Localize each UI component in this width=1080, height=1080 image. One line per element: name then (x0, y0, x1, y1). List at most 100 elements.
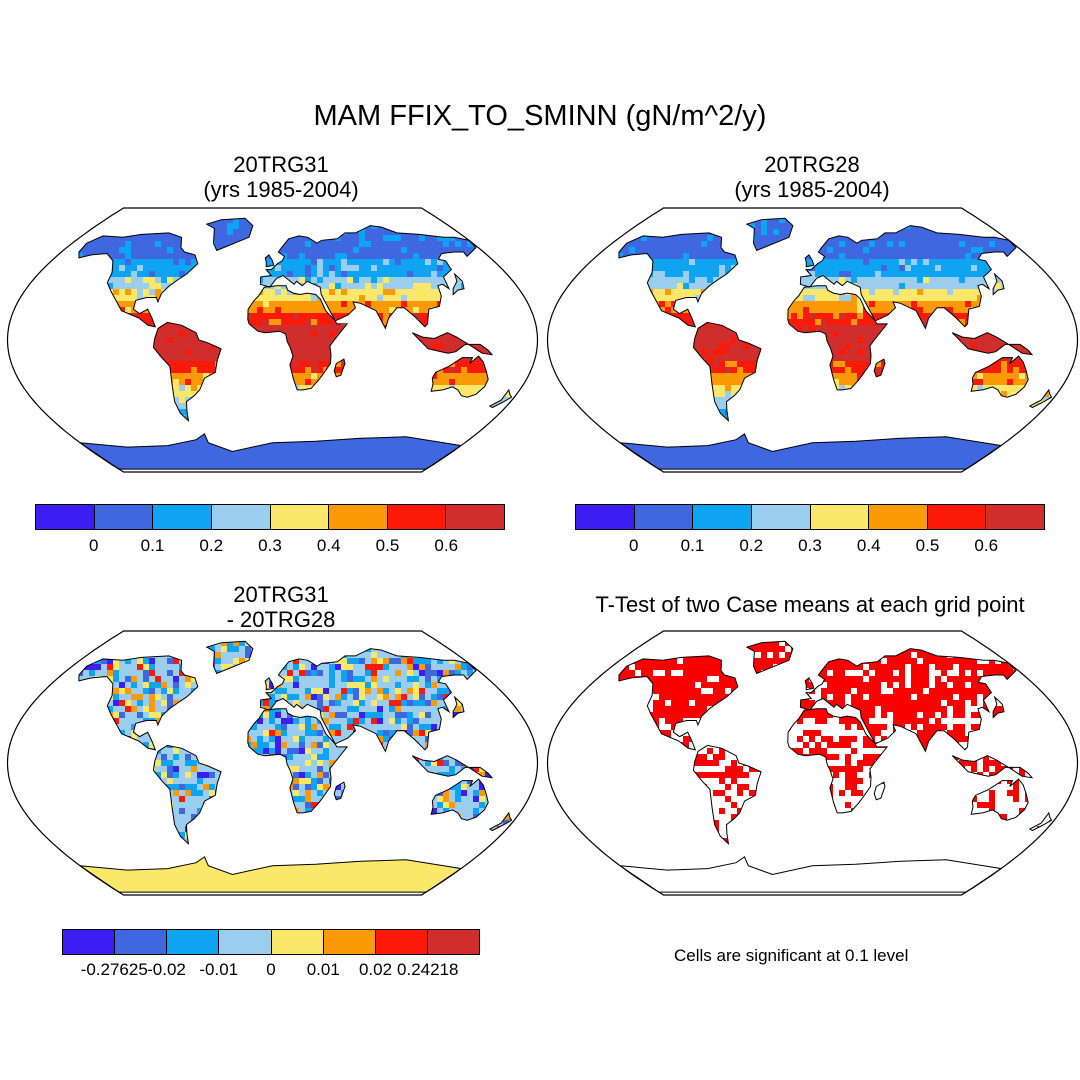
colorbar-tick-label: -0.02 (147, 960, 186, 979)
coastline-southAmerica (152, 321, 222, 423)
main-title: MAM FFIX_TO_SMINN (gN/m^2/y) (313, 100, 767, 132)
colorbar-tick-label: 0 (89, 536, 99, 555)
coastline-indonesia (411, 755, 494, 779)
panel-title-4: T-Test of two Case means at each grid po… (560, 592, 1060, 617)
colorbar-swatch-4 (271, 930, 324, 954)
colorbar-tick-label: 0 (266, 960, 276, 979)
colorbar-swatch-0 (576, 505, 635, 529)
significance-note: Cells are significant at 0.1 level (674, 946, 909, 965)
coastline-newZealand (1028, 811, 1053, 832)
colorbar-tick-label: 0.01 (306, 960, 340, 979)
panel-title-2: 20TRG28 (yrs 1985-2004) (662, 152, 962, 202)
coastline-japan (452, 695, 465, 719)
map-frame (6, 207, 539, 473)
colorbar-difference (62, 929, 480, 955)
map-difference (6, 630, 539, 896)
colorbar-swatch-6 (375, 930, 428, 954)
colorbar-tick-label: 0.02 (358, 960, 393, 979)
panel-2-years: (yrs 1985-2004) (734, 177, 890, 202)
coastline-japan (452, 272, 465, 296)
colorbar-20TRG28 (575, 504, 1045, 530)
coastline-australia (970, 778, 1029, 821)
coastline-britain (804, 254, 815, 268)
coastline-newZealand (488, 811, 513, 832)
coastline-britain (804, 677, 815, 691)
colorbar-swatch-3 (211, 505, 271, 529)
colorbar-swatch-0 (63, 930, 116, 954)
colorbar-swatch-6 (927, 505, 987, 529)
panel-3-case-name: 20TRG31 (233, 582, 329, 607)
coastline-madagascar (333, 358, 346, 378)
coastline-indonesia (951, 332, 1034, 356)
map-panel-difference (5, 628, 540, 898)
coastline-madagascar (873, 781, 886, 801)
colorbar-tick-label: 0.4 (316, 536, 341, 555)
coastline-northAmerica (618, 232, 739, 328)
coastline-australia (970, 355, 1029, 398)
map-frame (6, 630, 539, 896)
panel-1-case-name: 20TRG31 (233, 152, 329, 177)
colorbar-swatch-2 (167, 930, 220, 954)
colorbar-20TRG31 (35, 504, 505, 530)
coastline-northAmerica (78, 655, 199, 751)
colorbar-tick-label: -0.27625 (80, 960, 148, 979)
colorbar-swatch-5 (329, 505, 388, 529)
coastline-eurasia (799, 225, 1017, 330)
map-ttest (546, 630, 1079, 896)
map-panel-20TRG28 (545, 205, 1080, 475)
panel-1-years: (yrs 1985-2004) (203, 177, 359, 202)
colorbar-tick-label: 0.6 (974, 536, 999, 555)
colorbar-swatch-1 (634, 505, 694, 529)
coastline-madagascar (333, 781, 346, 801)
map-panel-20TRG31 (5, 205, 540, 475)
coastline-newZealand (488, 388, 513, 409)
coastline-southAmerica (692, 744, 762, 846)
coastline-africa (787, 708, 889, 814)
coastline-greenland (205, 217, 254, 252)
coastline-indonesia (411, 332, 494, 356)
colorbar-tick-label: 0.5 (915, 536, 940, 555)
colorbar-tick-label: -0.01 (199, 960, 239, 979)
coastline-southAmerica (152, 744, 222, 846)
panel-title-1: 20TRG31 (yrs 1985-2004) (131, 152, 431, 202)
coastline-northAmerica (78, 232, 199, 328)
map-panel-ttest (545, 628, 1080, 898)
coastline-eurasia (799, 648, 1017, 753)
colorbar-tick-label: 0 (629, 536, 639, 555)
map-frame (546, 207, 1079, 473)
colorbar-swatch-4 (270, 505, 330, 529)
map-20TRG28 (546, 207, 1079, 473)
colorbar-tick-label: 0.24218 (397, 960, 459, 979)
colorbar-tick-label: 0.5 (375, 536, 400, 555)
colorbar-swatch-5 (323, 930, 376, 954)
colorbar-swatch-1 (115, 930, 168, 954)
coastline-africa (247, 708, 349, 814)
coastline-britain (264, 254, 275, 268)
coastline-africa (247, 285, 349, 391)
coastline-greenland (745, 640, 794, 675)
colorbar-swatch-0 (36, 505, 95, 529)
coastline-eurasia (259, 225, 477, 330)
coastline-africa (787, 285, 889, 391)
map-20TRG31 (6, 207, 539, 473)
colorbar-swatch-7 (446, 505, 504, 529)
colorbar-tick-label: 0.1 (680, 536, 705, 555)
colorbar-tick-label: 0.3 (798, 536, 822, 555)
coastline-japan (992, 272, 1005, 296)
coastline-madagascar (873, 358, 886, 378)
colorbar-swatch-2 (153, 505, 212, 529)
colorbar-swatch-2 (693, 505, 752, 529)
coastline-australia (430, 778, 489, 821)
coastline-australia (430, 355, 489, 398)
coastline-greenland (205, 640, 254, 675)
coastline-southAmerica (692, 321, 762, 423)
colorbar-swatch-7 (986, 505, 1044, 529)
colorbar-tick-label: 0.2 (199, 536, 224, 555)
panel-2-case-name: 20TRG28 (764, 152, 860, 177)
coastline-newZealand (1028, 388, 1053, 409)
panel-title-3: 20TRG31 - 20TRG28 (131, 582, 431, 632)
colorbar-swatch-5 (869, 505, 928, 529)
colorbar-swatch-7 (427, 930, 479, 954)
colorbar-swatch-1 (94, 505, 154, 529)
colorbar-tick-label: 0.4 (856, 536, 881, 555)
